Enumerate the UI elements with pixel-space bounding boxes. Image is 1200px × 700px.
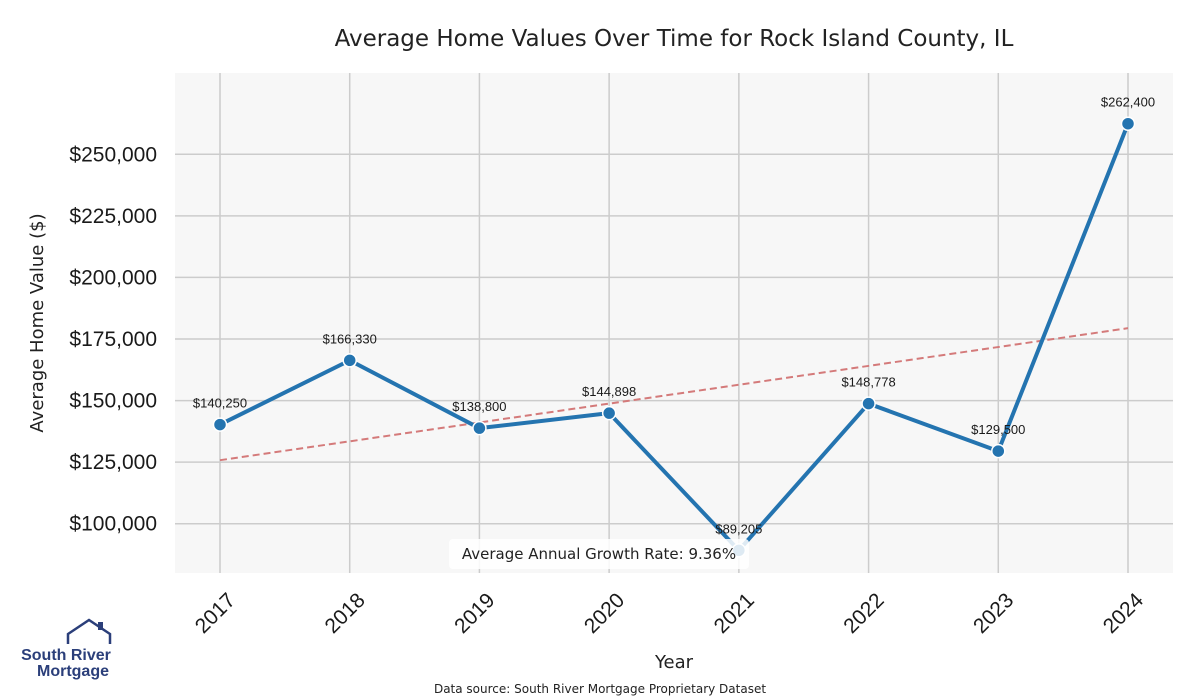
y-tick-label: $125,000: [69, 451, 157, 474]
data-label: $144,898: [582, 384, 636, 399]
annotation-box: [449, 539, 749, 569]
chimney-icon: [98, 622, 103, 630]
company-logo: South River Mortgage: [21, 618, 112, 680]
y-tick-label: $175,000: [69, 328, 157, 351]
x-tick-label: 2022: [839, 589, 888, 638]
plot-area: [175, 73, 1173, 573]
x-tick-label: 2019: [450, 589, 499, 638]
y-axis-ticks: $100,000 $125,000 $150,000 $175,000 $200,000…: [69, 143, 157, 535]
logo-line-2: Mortgage: [37, 663, 109, 680]
data-label: $138,800: [452, 399, 506, 414]
y-gridlines: [175, 153, 1173, 525]
y-axis-label: Average Home Value ($): [27, 213, 48, 432]
data-point: [991, 443, 1006, 459]
data-point: [472, 420, 487, 436]
y-tick-label: $250,000: [69, 143, 157, 166]
data-label: $89,205: [715, 521, 762, 536]
x-tick-label: 2018: [320, 589, 369, 638]
data-point: [1120, 116, 1136, 131]
y-tick-label: $200,000: [69, 266, 157, 289]
data-label: $129,500: [971, 422, 1025, 437]
data-label: $262,400: [1101, 95, 1155, 110]
chart-title: Average Home Values Over Time for Rock I…: [335, 26, 1014, 52]
logo-line-1: South River: [21, 647, 111, 664]
x-axis-ticks: 2017 2018 2019 2020 2021 2022 2023 2024: [191, 589, 1149, 639]
growth-rate-annotation: Average Annual Growth Rate: 9.36%: [462, 545, 736, 563]
x-axis-label: Year: [654, 652, 694, 673]
data-labels: $140,250 $166,330 $138,800 $144,898 $89,205 $…: [193, 95, 1155, 537]
data-point: [342, 353, 357, 368]
data-source-note: Data source: South River Mortgage Propri…: [434, 682, 766, 696]
x-tick-label: 2021: [710, 589, 759, 638]
y-tick-label: $225,000: [69, 205, 157, 228]
trend-line: [219, 327, 1129, 462]
x-tick-label: 2024: [1099, 589, 1149, 639]
x-tick-label: 2023: [969, 589, 1018, 638]
series-line: [219, 123, 1130, 553]
data-label: $148,778: [841, 375, 895, 390]
house-roof-icon: [66, 618, 112, 644]
data-point: [861, 396, 876, 411]
data-label: $166,330: [323, 331, 377, 346]
data-point: [601, 405, 617, 421]
x-tick-label: 2017: [191, 589, 240, 638]
x-gridlines: [219, 73, 1129, 573]
data-point: [212, 417, 228, 432]
data-label: $140,250: [193, 396, 247, 411]
x-tick-label: 2020: [580, 589, 629, 638]
y-tick-label: $100,000: [69, 513, 157, 536]
y-tick-label: $150,000: [69, 390, 157, 413]
